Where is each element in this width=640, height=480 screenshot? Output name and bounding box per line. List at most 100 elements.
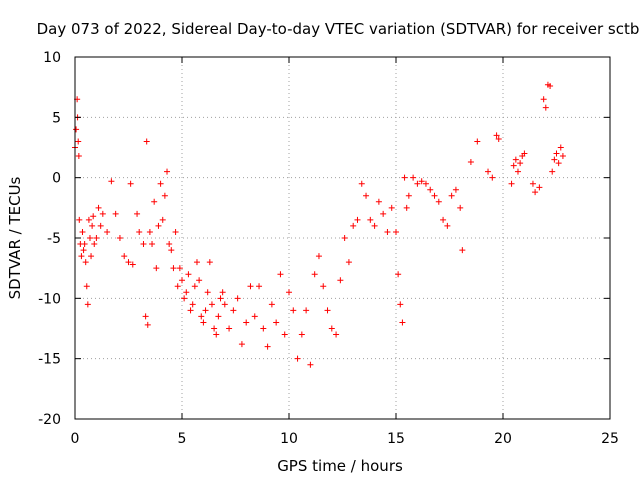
data-point <box>151 198 158 205</box>
data-point <box>206 259 213 266</box>
data-point <box>143 138 150 145</box>
data-point <box>191 283 198 290</box>
data-point <box>153 265 160 272</box>
data-point <box>268 301 275 308</box>
data-point <box>542 104 549 111</box>
data-point <box>204 289 211 296</box>
data-point <box>127 180 134 187</box>
data-point <box>547 82 554 89</box>
data-point <box>341 235 348 241</box>
data-point <box>485 168 492 175</box>
data-point <box>536 184 543 191</box>
data-point <box>90 213 97 220</box>
data-point <box>553 150 560 157</box>
data-point <box>315 253 322 260</box>
y-tick-label-4: 0 <box>52 171 61 187</box>
data-point <box>517 160 524 167</box>
data-point <box>112 210 119 217</box>
data-point <box>164 168 171 175</box>
data-point <box>388 204 395 211</box>
data-point <box>403 204 410 211</box>
data-point <box>395 271 402 278</box>
data-point <box>159 216 166 223</box>
y-tick-label-1: -15 <box>38 352 61 368</box>
data-point <box>196 277 203 284</box>
data-point <box>324 307 331 314</box>
data-point <box>549 168 556 175</box>
data-point <box>144 321 151 328</box>
data-point <box>251 313 258 320</box>
data-point <box>529 180 536 187</box>
data-point <box>221 301 228 308</box>
data-point <box>440 216 447 223</box>
data-point <box>211 325 218 332</box>
data-point <box>380 210 387 217</box>
y-tick-labels: -20 -15 -10 -5 0 5 10 <box>38 50 61 428</box>
data-point <box>264 343 271 350</box>
data-point <box>81 241 88 248</box>
data-point <box>116 235 123 241</box>
data-point <box>179 277 185 284</box>
data-point <box>311 271 318 278</box>
data-point <box>149 241 156 248</box>
data-point <box>247 283 254 290</box>
data-point <box>200 319 207 326</box>
data-point <box>181 295 188 302</box>
x-tick-label-0: 0 <box>71 431 80 447</box>
data-point <box>345 259 352 266</box>
x-tick-label-1: 5 <box>178 431 187 447</box>
data-point <box>97 222 104 229</box>
data-point <box>410 174 417 181</box>
data-point <box>95 204 102 211</box>
data-point <box>75 152 82 159</box>
data-point <box>393 228 399 235</box>
data-point <box>172 228 179 235</box>
x-tick-label-4: 20 <box>494 431 512 447</box>
data-point <box>401 174 408 181</box>
y-tick-label-6: 10 <box>43 50 61 66</box>
data-point <box>88 253 95 260</box>
data-point <box>457 204 464 211</box>
data-point <box>213 331 220 338</box>
data-point <box>93 235 100 241</box>
data-point <box>183 289 190 296</box>
data-point <box>108 178 115 185</box>
data-point <box>281 331 288 338</box>
data-point <box>459 247 466 254</box>
data-point <box>238 341 245 348</box>
data-point <box>435 198 442 205</box>
data-point <box>427 186 434 193</box>
chart-title: Day 073 of 2022, Sidereal Day-to-day VTE… <box>37 20 640 38</box>
data-point <box>91 241 98 248</box>
data-point <box>142 313 149 320</box>
data-point <box>73 126 80 133</box>
data-point <box>551 156 558 163</box>
data-point <box>510 162 517 169</box>
data-point <box>467 158 474 165</box>
data-point <box>155 222 162 229</box>
data-point <box>444 222 451 229</box>
data-point <box>384 228 391 235</box>
data-point <box>337 277 344 284</box>
data-point <box>452 186 459 193</box>
data-point <box>363 192 370 199</box>
data-point <box>418 178 425 185</box>
x-tick-labels: 0 5 10 15 20 25 <box>71 431 619 447</box>
data-point <box>85 216 92 223</box>
data-point <box>320 283 327 290</box>
data-point <box>540 96 547 103</box>
data-point <box>80 247 87 254</box>
data-point <box>328 325 335 332</box>
data-point <box>431 192 438 199</box>
data-point <box>397 301 404 308</box>
data-point <box>129 261 136 268</box>
data-point <box>121 253 128 260</box>
data-point <box>215 313 222 320</box>
data-point <box>414 180 421 187</box>
data-point <box>448 192 455 199</box>
data-point <box>75 138 82 145</box>
data-point <box>303 307 310 314</box>
data-point <box>521 150 528 157</box>
data-point <box>277 271 284 278</box>
